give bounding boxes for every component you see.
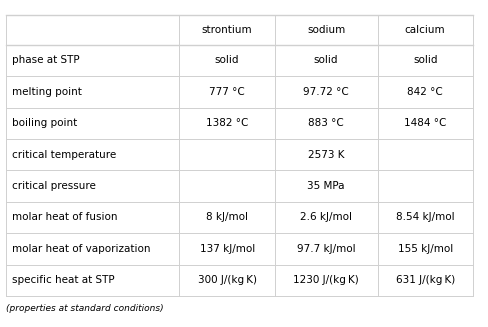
Text: 97.7 kJ/mol: 97.7 kJ/mol bbox=[296, 244, 355, 254]
Text: 883 °C: 883 °C bbox=[307, 118, 344, 128]
Text: 97.72 °C: 97.72 °C bbox=[303, 87, 348, 97]
Text: (properties at standard conditions): (properties at standard conditions) bbox=[6, 304, 163, 313]
Text: phase at STP: phase at STP bbox=[12, 56, 80, 65]
Text: melting point: melting point bbox=[12, 87, 82, 97]
Text: molar heat of vaporization: molar heat of vaporization bbox=[12, 244, 150, 254]
Text: critical pressure: critical pressure bbox=[12, 181, 96, 191]
Text: 8.54 kJ/mol: 8.54 kJ/mol bbox=[395, 213, 453, 222]
Text: strontium: strontium bbox=[202, 25, 252, 35]
Text: 1230 J/(kg K): 1230 J/(kg K) bbox=[293, 275, 358, 285]
Text: 137 kJ/mol: 137 kJ/mol bbox=[199, 244, 254, 254]
Text: 1484 °C: 1484 °C bbox=[403, 118, 446, 128]
Text: critical temperature: critical temperature bbox=[12, 150, 116, 160]
Text: specific heat at STP: specific heat at STP bbox=[12, 275, 115, 285]
Text: 631 J/(kg K): 631 J/(kg K) bbox=[395, 275, 454, 285]
Text: 155 kJ/mol: 155 kJ/mol bbox=[397, 244, 452, 254]
Text: calcium: calcium bbox=[404, 25, 445, 35]
Text: boiling point: boiling point bbox=[12, 118, 77, 128]
Text: sodium: sodium bbox=[306, 25, 345, 35]
Text: 777 °C: 777 °C bbox=[209, 87, 244, 97]
Text: solid: solid bbox=[313, 56, 338, 65]
Text: 35 MPa: 35 MPa bbox=[307, 181, 344, 191]
Text: 2573 K: 2573 K bbox=[307, 150, 344, 160]
Text: solid: solid bbox=[214, 56, 239, 65]
Text: 2.6 kJ/mol: 2.6 kJ/mol bbox=[300, 213, 351, 222]
Text: 8 kJ/mol: 8 kJ/mol bbox=[206, 213, 247, 222]
Text: solid: solid bbox=[412, 56, 437, 65]
Text: 300 J/(kg K): 300 J/(kg K) bbox=[197, 275, 256, 285]
Text: molar heat of fusion: molar heat of fusion bbox=[12, 213, 118, 222]
Text: 1382 °C: 1382 °C bbox=[205, 118, 248, 128]
Text: 842 °C: 842 °C bbox=[407, 87, 442, 97]
